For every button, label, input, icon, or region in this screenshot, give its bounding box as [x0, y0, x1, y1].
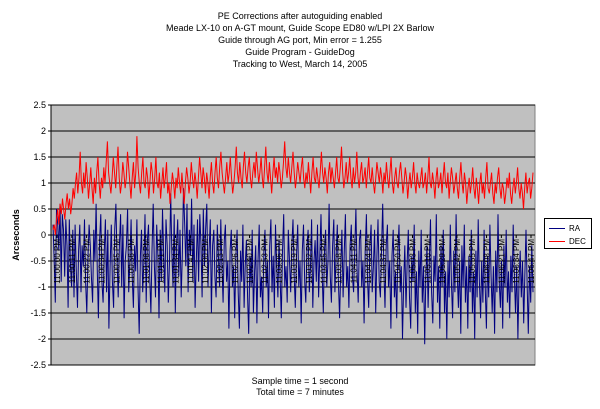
x-tick-label: 11:01:47 PM — [186, 239, 195, 284]
x-tick-label: 11:01:34 PM — [172, 239, 181, 284]
x-tick-label: 11:05:16 PM — [423, 239, 432, 284]
legend-swatch-ra — [549, 227, 565, 229]
y-axis-label: Arcseconds — [11, 209, 21, 261]
y-tick-label: 2.5 — [33, 100, 46, 110]
y-axis-ticks: 2.5 2 1.5 1 0.5 0 -0.5 -1 -1.5 -2 -2.5 — [30, 100, 52, 370]
x-tick-label: 11:06:08 PM — [483, 239, 492, 284]
y-tick-label: 2 — [41, 126, 46, 136]
x-tick-label: 11:00:22 PM — [83, 239, 92, 284]
legend-item-ra: RA — [549, 222, 580, 234]
legend-item-dec: DEC — [549, 235, 586, 247]
x-tick-label: 11:04:37 PM — [379, 239, 388, 284]
x-tick-label: 11:02:53 PM — [260, 239, 269, 284]
x-tick-label: 11:03:06 PM — [275, 239, 284, 284]
legend-swatch-dec — [549, 240, 565, 242]
chart-title-line: PE Corrections after autoguiding enabled — [217, 11, 383, 21]
x-tick-label: 11:00:45 PM — [112, 239, 121, 284]
y-tick-label: -0.5 — [30, 256, 46, 266]
x-tick-label: 11:03:19 PM — [290, 239, 299, 284]
y-tick-label: -2.5 — [30, 360, 46, 370]
chart-title-line: Meade LX-10 on A-GT mount, Guide Scope E… — [166, 23, 434, 33]
footer-line: Sample time = 1 second — [251, 376, 349, 386]
x-tick-label: 11:00:00 PM — [53, 239, 62, 284]
series-line-ra — [52, 188, 534, 345]
x-tick-label: 11:02:13 PM — [216, 239, 225, 284]
x-tick-label: 11:04:11 PM — [349, 239, 358, 284]
y-tick-label: 0.5 — [33, 204, 46, 214]
chart-title-line: Guide through AG port, Min error = 1.255 — [218, 35, 382, 45]
x-tick-label: 11:01:08 PM — [142, 239, 151, 284]
legend-label-ra: RA — [569, 223, 581, 233]
y-tick-label: -1.5 — [30, 308, 46, 318]
x-tick-label: 11:06:34 PM — [512, 239, 521, 284]
x-tick-label: 11:03:32 PM — [305, 239, 314, 284]
x-tick-label: 11:04:24 PM — [364, 239, 373, 284]
x-tick-label: 11:00:56 PM — [127, 239, 136, 284]
y-tick-label: 1 — [41, 178, 46, 188]
chart-footer: Sample time = 1 second Total time = 7 mi… — [200, 376, 400, 398]
y-tick-label: 1.5 — [33, 152, 46, 162]
x-tick-label: 11:02:26 PM — [231, 239, 240, 284]
x-tick-label: 11:05:29 PM — [438, 239, 447, 284]
x-tick-label: 11:05:55 PM — [468, 239, 477, 284]
x-tick-label: 11:03:45 PM — [320, 239, 329, 284]
x-tick-label: 11:02:40 PM — [246, 239, 255, 284]
series-lines — [52, 136, 534, 345]
y-tick-label: -2 — [38, 334, 46, 344]
x-tick-label: 11:05:03 PM — [409, 239, 418, 284]
x-tick-label: 11:06:21 PM — [497, 239, 506, 284]
x-tick-label: 11:02:00 PM — [201, 239, 210, 284]
x-tick-label: 11:01:21 PM — [157, 239, 166, 284]
y-tick-label: 0 — [41, 230, 46, 240]
x-tick-label: 11:06:47 PM — [527, 239, 536, 284]
series-line-dec — [52, 136, 534, 236]
chart-title-line: Guide Program - GuideDog — [245, 47, 355, 57]
footer-line: Total time = 7 minutes — [256, 387, 344, 397]
x-axis-ticks: 11:00:00 PM 11:00:11 PM 11:00:22 PM 11:00:3… — [53, 235, 536, 284]
legend: RA DEC — [544, 218, 592, 249]
x-tick-label: 11:00:34 PM — [97, 239, 106, 284]
legend-label-dec: DEC — [569, 236, 586, 246]
chart-title-line: Tracking to West, March 14, 2005 — [232, 59, 368, 69]
x-tick-label: 11:04:50 PM — [394, 239, 403, 284]
y-tick-label: -1 — [38, 282, 46, 292]
chart-title-block: PE Corrections after autoguiding enabled… — [0, 10, 600, 70]
x-tick-label: 11:00:11 PM — [68, 239, 77, 284]
x-tick-label: 11:03:58 PM — [334, 239, 343, 284]
x-tick-label: 11:05:42 PM — [453, 239, 462, 284]
